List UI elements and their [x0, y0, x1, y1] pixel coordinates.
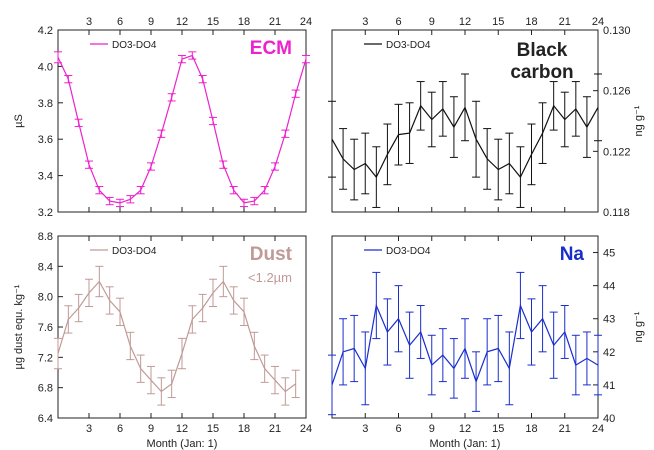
- dust-xtick-label-bottom: 9: [148, 423, 154, 435]
- dust-ytick-label: 8.4: [38, 261, 53, 273]
- na-ytick-label: 44: [603, 281, 615, 293]
- na-ytick-label: 45: [603, 248, 615, 260]
- na-ytick-label: 42: [603, 347, 615, 359]
- bc-xtick-label-top: 6: [395, 16, 401, 28]
- na-xtick-label-bottom: 15: [492, 423, 504, 435]
- panel-black-carbon: 0.118 0.122 0.126 0.130 ng g⁻¹ 3 6 9 12 15 18 21 24 D…: [328, 16, 645, 219]
- bc-xtick-label-top: 21: [559, 16, 571, 28]
- dust-series-line: [57, 280, 297, 393]
- dust-xtick-label-bottom: 21: [269, 423, 281, 435]
- na-series-0: [328, 271, 602, 416]
- na-xlabel: Month (Jan: 1): [430, 438, 501, 450]
- bc-ytick-label: 0.126: [603, 86, 631, 98]
- bc-series-line: [331, 104, 599, 179]
- ecm-xtick-label-top: 9: [148, 16, 154, 28]
- ecm-ylabel: µS: [13, 114, 25, 128]
- na-xtick-label-bottom: 24: [592, 423, 604, 435]
- bc-legend-label: DO3-DO4: [386, 40, 431, 51]
- na-panel-label: Na: [560, 244, 585, 265]
- dust-panel-sublabel: <1.2µm: [248, 270, 292, 285]
- dust-ytick-label: 6.8: [38, 383, 53, 395]
- na-ytick-label: 43: [603, 314, 615, 326]
- bc-ytick-label: 0.130: [603, 25, 631, 37]
- panel-ecm: 3.2 3.4 3.6 3.8 4.0 4.2 µS 3 6 9 12 15 18 21 24 DO3-DO4…: [13, 16, 312, 219]
- ecm-xtick-label-top: 6: [117, 16, 123, 28]
- bc-ylabel: ng g⁻¹: [633, 105, 645, 136]
- dust-xtick-label-bottom: 6: [117, 423, 123, 435]
- na-xtick-label-bottom: 12: [459, 423, 471, 435]
- na-xtick-label-bottom: 21: [559, 423, 571, 435]
- dust-ytick-label: 7.6: [38, 322, 53, 334]
- bc-panel-label: Black: [517, 40, 568, 61]
- na-xtick-label-bottom: 6: [395, 423, 401, 435]
- dust-xtick-label-bottom: 15: [207, 423, 219, 435]
- ecm-xtick-label-top: 3: [86, 16, 92, 28]
- bc-xtick-label-top: 3: [362, 16, 368, 28]
- ecm-xtick-label-top: 12: [176, 16, 188, 28]
- dust-xtick-label-bottom: 3: [86, 423, 92, 435]
- bc-xtick-label-top: 18: [525, 16, 537, 28]
- dust-ytick-label: 8.8: [38, 231, 53, 243]
- bc-xtick-label-top: 24: [592, 16, 604, 28]
- dust-ylabel: µg dust equ. kg⁻¹: [13, 284, 25, 369]
- panel-na: 40 41 42 43 44 45 ng g⁻¹ 3 6 9 12 15 18 21 24 Month (Ja…: [328, 235, 645, 450]
- ecm-xtick-label-top: 18: [238, 16, 250, 28]
- panel-dust: 6.4 6.8 7.2 7.6 8.0 8.4 8.8 µg dust equ. kg⁻¹ 3 6…: [13, 231, 312, 450]
- bc-ytick-label: 0.118: [603, 207, 630, 219]
- ecm-xtick-label-top: 15: [207, 16, 219, 28]
- bc-ytick-label: 0.122: [603, 146, 631, 158]
- na-legend-label: DO3-DO4: [386, 246, 431, 257]
- na-xtick-label-bottom: 18: [525, 423, 537, 435]
- ecm-ytick-label: 4.0: [38, 61, 53, 73]
- dust-legend-label: DO3-DO4: [112, 246, 157, 257]
- ecm-ytick-label: 3.6: [38, 134, 53, 146]
- na-xtick-label-bottom: 9: [429, 423, 435, 435]
- ecm-xtick-label-top: 24: [300, 16, 312, 28]
- ecm-panel-label: ECM: [250, 38, 292, 59]
- bc-xtick-label-top: 12: [459, 16, 471, 28]
- dust-xtick-label-bottom: 18: [238, 423, 250, 435]
- dust-ytick-label: 7.2: [38, 352, 53, 364]
- ecm-ytick-label: 3.4: [38, 171, 53, 183]
- ecm-series-line: [57, 54, 307, 204]
- ecm-ytick-label: 3.2: [38, 207, 53, 219]
- bc-xtick-label-top: 15: [492, 16, 504, 28]
- dust-panel-label: Dust: [250, 244, 293, 265]
- ecm-ytick-label: 3.8: [38, 98, 53, 110]
- ecm-legend-label: DO3-DO4: [112, 40, 157, 51]
- dust-ytick-label: 8.0: [38, 292, 53, 304]
- na-xtick-label-bottom: 3: [362, 423, 368, 435]
- ecm-ytick-label: 4.2: [38, 25, 53, 37]
- na-series-line: [331, 303, 599, 386]
- dust-xtick-label-bottom: 24: [300, 423, 312, 435]
- bc-xtick-label-top: 9: [429, 16, 435, 28]
- bc-panel-label: carbon: [510, 62, 573, 83]
- dust-ytick-label: 6.4: [38, 413, 53, 425]
- dust-xtick-label-bottom: 12: [176, 423, 188, 435]
- na-ytick-label: 41: [603, 380, 615, 392]
- na-ytick-label: 40: [603, 413, 615, 425]
- ecm-series-0: [54, 51, 310, 208]
- na-ylabel: ng g⁻¹: [633, 311, 645, 342]
- ecm-xtick-label-top: 21: [269, 16, 281, 28]
- dust-series-0: [54, 265, 300, 406]
- bc-series-0: [328, 73, 602, 208]
- dust-xlabel: Month (Jan: 1): [147, 438, 218, 450]
